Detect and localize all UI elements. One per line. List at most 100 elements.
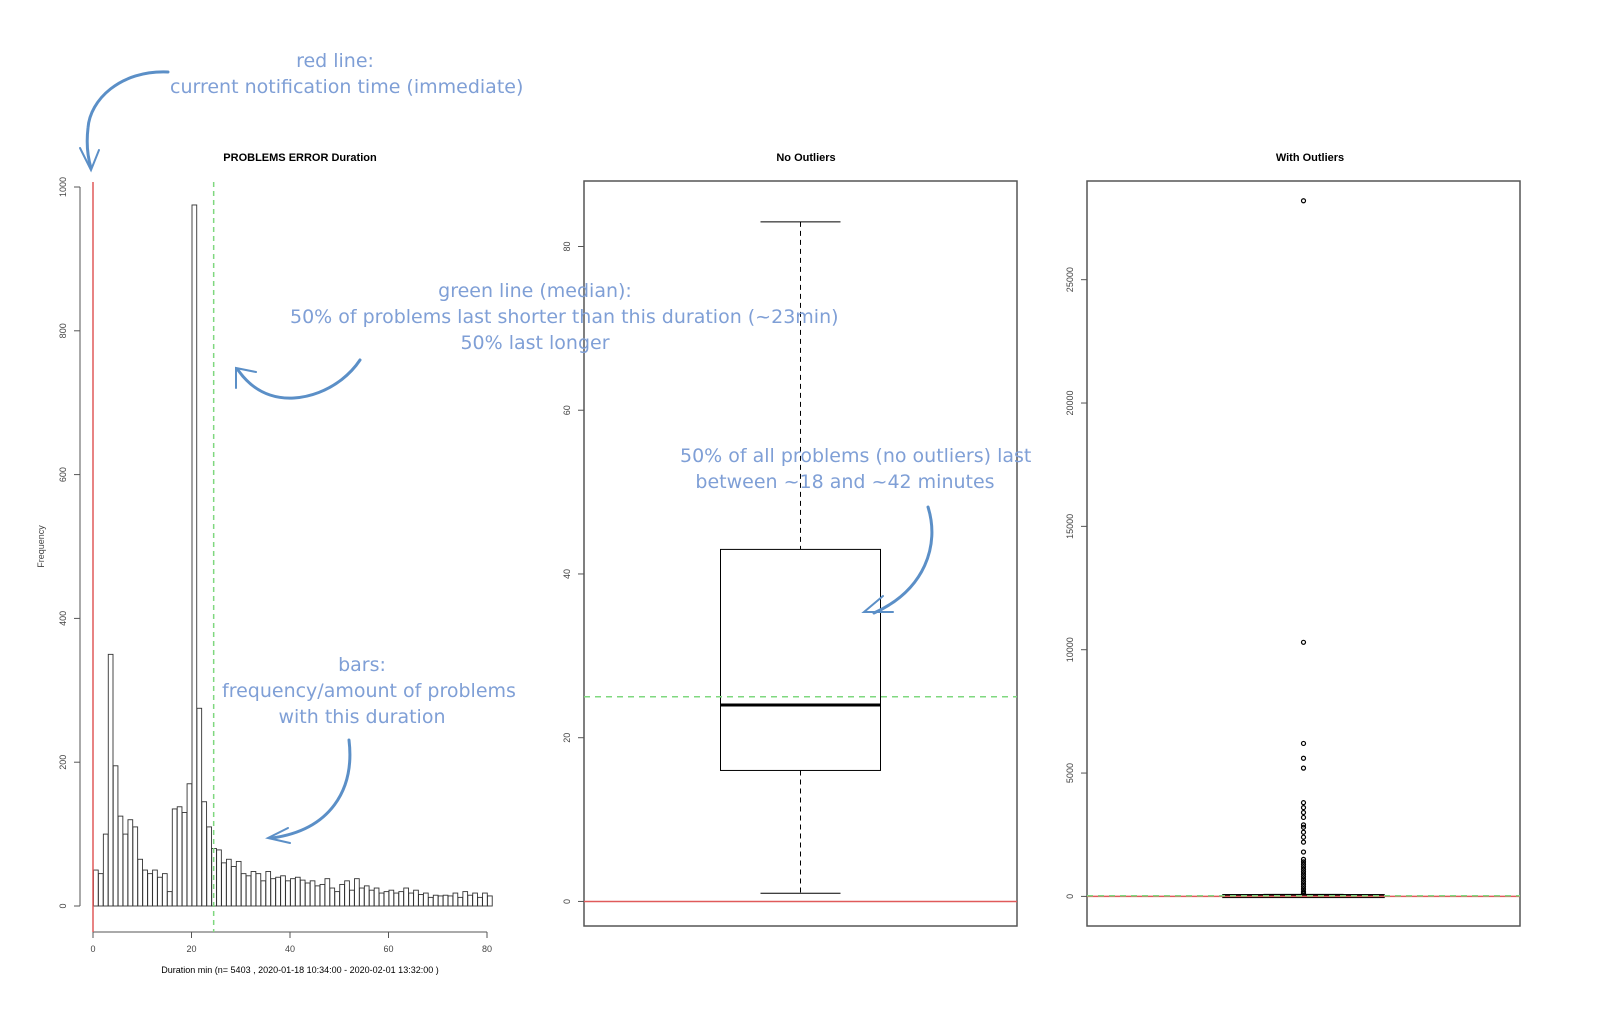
histogram-x-axis-label: Duration min (n= 5403 , 2020-01-18 10:34… [161, 965, 439, 975]
histogram-bar [230, 866, 237, 907]
y-tick-label: 20000 [1065, 391, 1075, 416]
histogram-bar [255, 873, 262, 907]
histogram-bar [393, 892, 400, 907]
x-tick-label: 60 [383, 944, 393, 954]
boxplot-no-outliers: 0 20 40 60 80 [562, 180, 1018, 927]
histogram-bar [117, 815, 124, 907]
histogram-bar [354, 878, 360, 907]
y-tick-label: 400 [58, 611, 68, 626]
histogram-bar [423, 892, 429, 907]
histogram-bar [378, 892, 385, 907]
histogram-bar [245, 875, 252, 907]
histogram-bar [216, 849, 222, 907]
histogram-bar [319, 883, 326, 907]
boxplot-no-outliers-title: No Outliers [776, 152, 836, 164]
histogram-bar [102, 833, 109, 907]
histogram-title: PROBLEMS ERROR Duration [223, 152, 377, 164]
boxplot-with-outliers: 0 5000 10000 15000 20000 25000 [1065, 180, 1521, 927]
outlier-point [1300, 800, 1307, 806]
histogram-bar [93, 869, 99, 907]
histogram-bar [191, 204, 198, 907]
histogram-bar [290, 878, 296, 907]
outlier-point [1300, 864, 1307, 870]
y-tick-label: 15000 [1065, 514, 1075, 539]
histogram-bar [437, 895, 444, 907]
histogram-bar [201, 801, 208, 907]
histogram-bar [398, 891, 405, 907]
histogram-bar [122, 833, 129, 907]
outlier-point [1300, 804, 1307, 811]
histogram-bar [368, 889, 375, 907]
histogram-bar [142, 869, 148, 907]
outlier-point [1300, 639, 1307, 645]
histogram-bar [452, 892, 459, 907]
histogram-bar [97, 873, 104, 907]
annotation-bars: bars: frequency/amount of problems with … [222, 652, 516, 730]
y-tick-label: 0 [58, 903, 68, 908]
annotation-red-line: red line: current notification time (imm… [170, 48, 524, 100]
histogram-bar [161, 873, 168, 907]
outlier-point [1300, 871, 1307, 877]
histogram-bar [275, 876, 281, 907]
iqr-box [720, 548, 881, 771]
histogram-bar [260, 880, 267, 907]
outlier-point [1300, 822, 1307, 828]
annotation-line: 50% last longer [460, 332, 610, 354]
annotation-line: 50% of problems last shorter than this d… [290, 306, 839, 328]
histogram-bar [196, 707, 203, 907]
arrow-head-icon [265, 827, 291, 844]
outlier-point [1300, 874, 1307, 880]
histogram-bar [373, 887, 380, 907]
outlier-point [1300, 765, 1307, 771]
histogram-bar [413, 889, 419, 907]
annotation-line: between ~18 and ~42 minutes [695, 471, 995, 493]
histogram-bar [477, 896, 483, 907]
histogram-bar [349, 889, 355, 907]
y-axis-label: Frequency [36, 525, 46, 568]
histogram-bar [206, 826, 212, 907]
histogram-bar [166, 891, 173, 907]
histogram-plot: 0 200 400 600 800 1000 Frequency 0 20 40 60 80 [36, 177, 493, 954]
outlier-point [1300, 866, 1307, 872]
histogram-bar [344, 880, 350, 907]
annotation-line: frequency/amount of problems [222, 680, 516, 702]
histogram-bar [472, 892, 478, 907]
histogram-bar [427, 896, 434, 907]
arrow-icon [85, 70, 170, 170]
histogram-bar [171, 808, 178, 907]
histogram-bar [132, 826, 139, 907]
outlier-point [1300, 856, 1307, 862]
histogram-bar [299, 879, 306, 907]
annotation-line: 50% of all problems (no outliers) last [680, 445, 1032, 467]
y-tick-label: 20 [562, 733, 572, 743]
histogram-bar [280, 875, 286, 907]
annotation-green-line: green line (median): 50% of problems las… [290, 278, 839, 356]
histogram-bar [314, 885, 321, 907]
outlier-point [1300, 839, 1307, 845]
outlier-point [1300, 859, 1307, 865]
histogram-bar [250, 871, 257, 907]
histogram-bar [363, 885, 370, 907]
histogram-bar [127, 819, 134, 907]
y-tick-label: 600 [58, 467, 68, 482]
histogram-bar [285, 880, 291, 907]
outlier-point [1300, 814, 1307, 821]
arrow-icon [270, 738, 352, 840]
outlier-point [1300, 198, 1307, 204]
histogram-bar [265, 871, 272, 907]
annotation-line: current notification time (immediate) [170, 76, 524, 98]
y-tick-label: 80 [562, 241, 572, 251]
histogram-bar [447, 895, 454, 907]
outlier-point [1300, 876, 1307, 882]
x-tick-label: 20 [186, 944, 196, 954]
annotation-line: bars: [338, 654, 386, 676]
y-tick-label: 5000 [1065, 763, 1075, 783]
outlier-point [1300, 809, 1307, 816]
histogram-bar [467, 894, 473, 907]
outlier-point [1300, 878, 1307, 885]
arrow-icon [872, 505, 934, 615]
histogram-bar [408, 892, 414, 907]
y-tick-label: 0 [1065, 894, 1075, 899]
outlier-point [1300, 883, 1307, 890]
